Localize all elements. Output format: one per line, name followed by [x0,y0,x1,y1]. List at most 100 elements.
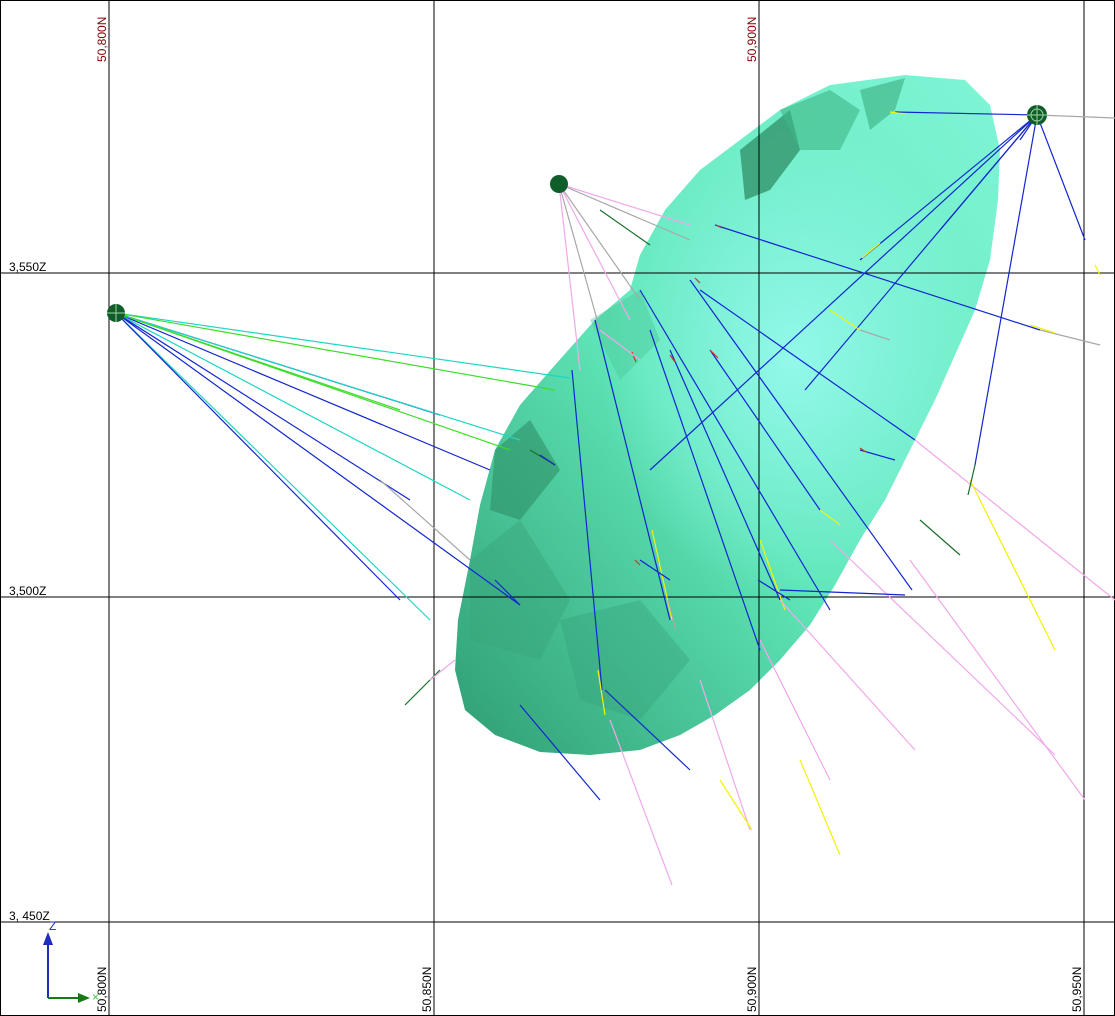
drillhole-trace-grey[interactable] [667,599,677,631]
orebody-solid[interactable] [455,75,1000,755]
bottom-label-50950n: 50,950N [1070,967,1084,1012]
drillhole-trace-dark_green[interactable] [919,519,961,556]
drillhole-trace-red[interactable] [634,559,641,566]
drillhole-trace-blue[interactable] [639,289,831,611]
drillhole-trace-blue[interactable] [115,312,401,601]
z-axis-arrow-icon [43,932,53,945]
drillhole-trace-dark_green[interactable] [404,669,441,706]
drillhole-trace-cyan[interactable] [115,312,571,379]
bottom-label-50800n: 50,800N [95,967,109,1012]
drillhole-trace-yellow[interactable] [889,111,906,115]
drillhole-trace-yellow[interactable] [861,242,881,259]
drillhole-trace-red[interactable] [631,351,637,363]
drillhole-trace-dark_green[interactable] [967,464,976,496]
drillhole-trace-yellow[interactable] [597,669,606,716]
drillhole-trace-pink[interactable] [558,183,581,371]
drillhole-trace-blue[interactable] [894,111,1038,116]
drillhole-trace-blue[interactable] [494,579,521,606]
drillhole-trace-grey[interactable] [859,329,891,341]
drillhole-trace-blue[interactable] [939,114,1038,231]
drillhole-trace-cyan[interactable] [115,312,521,441]
drillhole-trace-dark_green[interactable] [599,209,651,246]
drillhole-trace-yellow[interactable] [799,759,841,856]
drillhole-trace-blue[interactable] [709,349,821,511]
drillhole-trace-grey[interactable] [1036,114,1115,119]
drillhole-trace-yellow[interactable] [1029,324,1056,334]
drillhole-trace-blue[interactable] [859,114,1038,261]
drillhole-trace-grey[interactable] [379,479,471,561]
collar-west[interactable] [107,304,125,322]
drillhole-trace-blue[interactable] [649,114,1038,471]
drillhole-trace-pink[interactable] [759,639,831,781]
drillhole-trace-grey[interactable] [558,183,691,241]
drillhole-trace-blue[interactable] [571,369,603,691]
drillhole-trace-blue[interactable] [115,312,521,606]
axes-triad: × Z [43,919,99,1004]
collar-icon [550,175,568,193]
drillhole-trace-blue[interactable] [779,589,906,596]
drillhole-trace-blue[interactable] [649,329,761,651]
drillhole-trace-pink[interactable] [429,659,456,681]
drillhole-trace-yellow[interactable] [969,479,1056,651]
drillhole-trace-blue[interactable] [1036,114,1086,241]
drillhole-trace-blue[interactable] [115,312,491,471]
drillhole-trace-pink[interactable] [609,719,673,886]
grid-labels: 50,800N 50,900N 50,800N 50,850N 50,900N … [9,17,1084,1012]
drillhole-trace-pink[interactable] [599,329,641,361]
drillhole-trace-blue[interactable] [757,579,791,601]
bottom-label-50850n: 50,850N [420,967,434,1012]
z-axis-label: Z [49,919,56,933]
drillhole-trace-pink[interactable] [558,183,631,321]
orebody-facet-mid [590,290,660,380]
drillhole-trace-green[interactable] [115,312,556,391]
drillhole-trace-pink[interactable] [558,183,691,226]
drillhole-trace-blue[interactable] [974,114,1038,466]
drillhole-trace-pink[interactable] [779,599,916,751]
drillhole-trace-pink[interactable] [909,559,1086,801]
orebody-facet-mid [560,600,690,720]
orebody-facet-mid [860,78,905,130]
drillhole-trace-blue[interactable] [639,559,671,581]
collar-east[interactable] [1027,105,1047,125]
orebody-facet-mid [780,90,860,150]
drillhole-trace-grey[interactable] [1039,329,1101,346]
drillhole-trace-blue[interactable] [669,349,781,601]
orebody-highlight [455,75,1000,755]
drillhole-trace-blue[interactable] [604,689,691,771]
drillhole-trace-cyan[interactable] [115,312,471,501]
drillhole-trace-blue[interactable] [689,279,913,591]
drillhole-trace-blue[interactable] [519,704,601,801]
drillhole-trace-blue[interactable] [714,224,1041,331]
drillhole-trace-yellow[interactable] [819,509,841,526]
drillhole-trace-red[interactable] [715,224,723,229]
orebody-facet-mid [470,520,570,660]
drillhole-traces[interactable] [115,111,1115,886]
drillhole-trace-pink[interactable] [699,679,751,831]
drillhole-trace-yellow[interactable] [719,779,753,831]
drillhole-trace-yellow[interactable] [1094,264,1101,276]
drillhole-trace-yellow[interactable] [829,309,861,331]
elevation-label-3450z: 3, 450Z [9,909,50,923]
drillhole-trace-pink[interactable] [914,439,1115,601]
drillhole-trace-blue[interactable] [539,454,556,466]
drillhole-trace-red[interactable] [669,354,676,363]
drillhole-trace-red[interactable] [859,447,867,453]
drillhole-trace-red[interactable] [709,349,719,359]
drillhole-trace-red[interactable] [694,277,701,284]
drillhole-trace-blue[interactable] [594,319,671,621]
drillhole-trace-cyan[interactable] [115,312,431,621]
drillhole-collars[interactable] [107,105,1047,322]
drillhole-trace-green[interactable] [115,312,401,411]
elevation-label-3500z: 3,500Z [9,584,46,598]
drillhole-trace-grey[interactable] [558,183,641,301]
collar-central[interactable] [550,175,568,193]
drillhole-trace-grey[interactable] [558,183,601,331]
drillhole-trace-yellow[interactable] [759,539,786,611]
bottom-label-50900n: 50,900N [745,967,759,1012]
drillhole-trace-pink[interactable] [829,539,1056,756]
y-axis-arrow-icon [78,993,90,1003]
drillhole-trace-blue[interactable] [699,289,916,441]
drillhole-trace-blue[interactable] [115,312,411,501]
